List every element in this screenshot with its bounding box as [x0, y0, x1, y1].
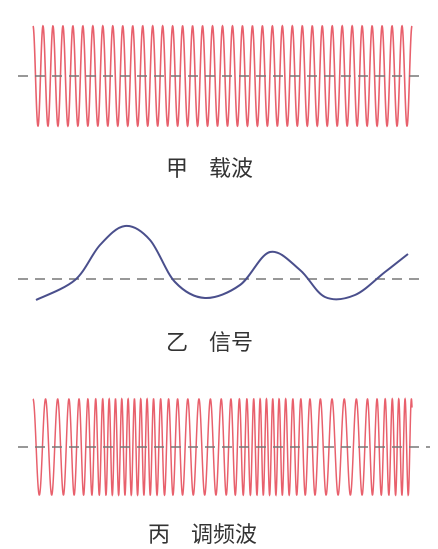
signal-wave — [35, 224, 409, 301]
carrier-caption: 甲 载波 — [166, 157, 253, 182]
fm-label: 调频波 — [191, 523, 257, 548]
signal-label-prefix: 乙 — [166, 331, 188, 356]
carrier-panel: 甲 载波 — [18, 24, 424, 182]
signal-label: 信号 — [209, 331, 253, 356]
fm-wave — [32, 397, 413, 497]
signal-caption: 乙 信号 — [166, 331, 253, 356]
signal-panel: 乙 信号 — [18, 224, 424, 356]
carrier-label: 载波 — [209, 157, 253, 182]
fm-caption: 丙 调频波 — [148, 523, 257, 548]
fm-panel: 丙 调频波 — [18, 397, 430, 548]
fm-label-prefix: 丙 — [148, 523, 170, 548]
carrier-wave — [32, 24, 413, 128]
carrier-label-prefix: 甲 — [166, 157, 188, 182]
